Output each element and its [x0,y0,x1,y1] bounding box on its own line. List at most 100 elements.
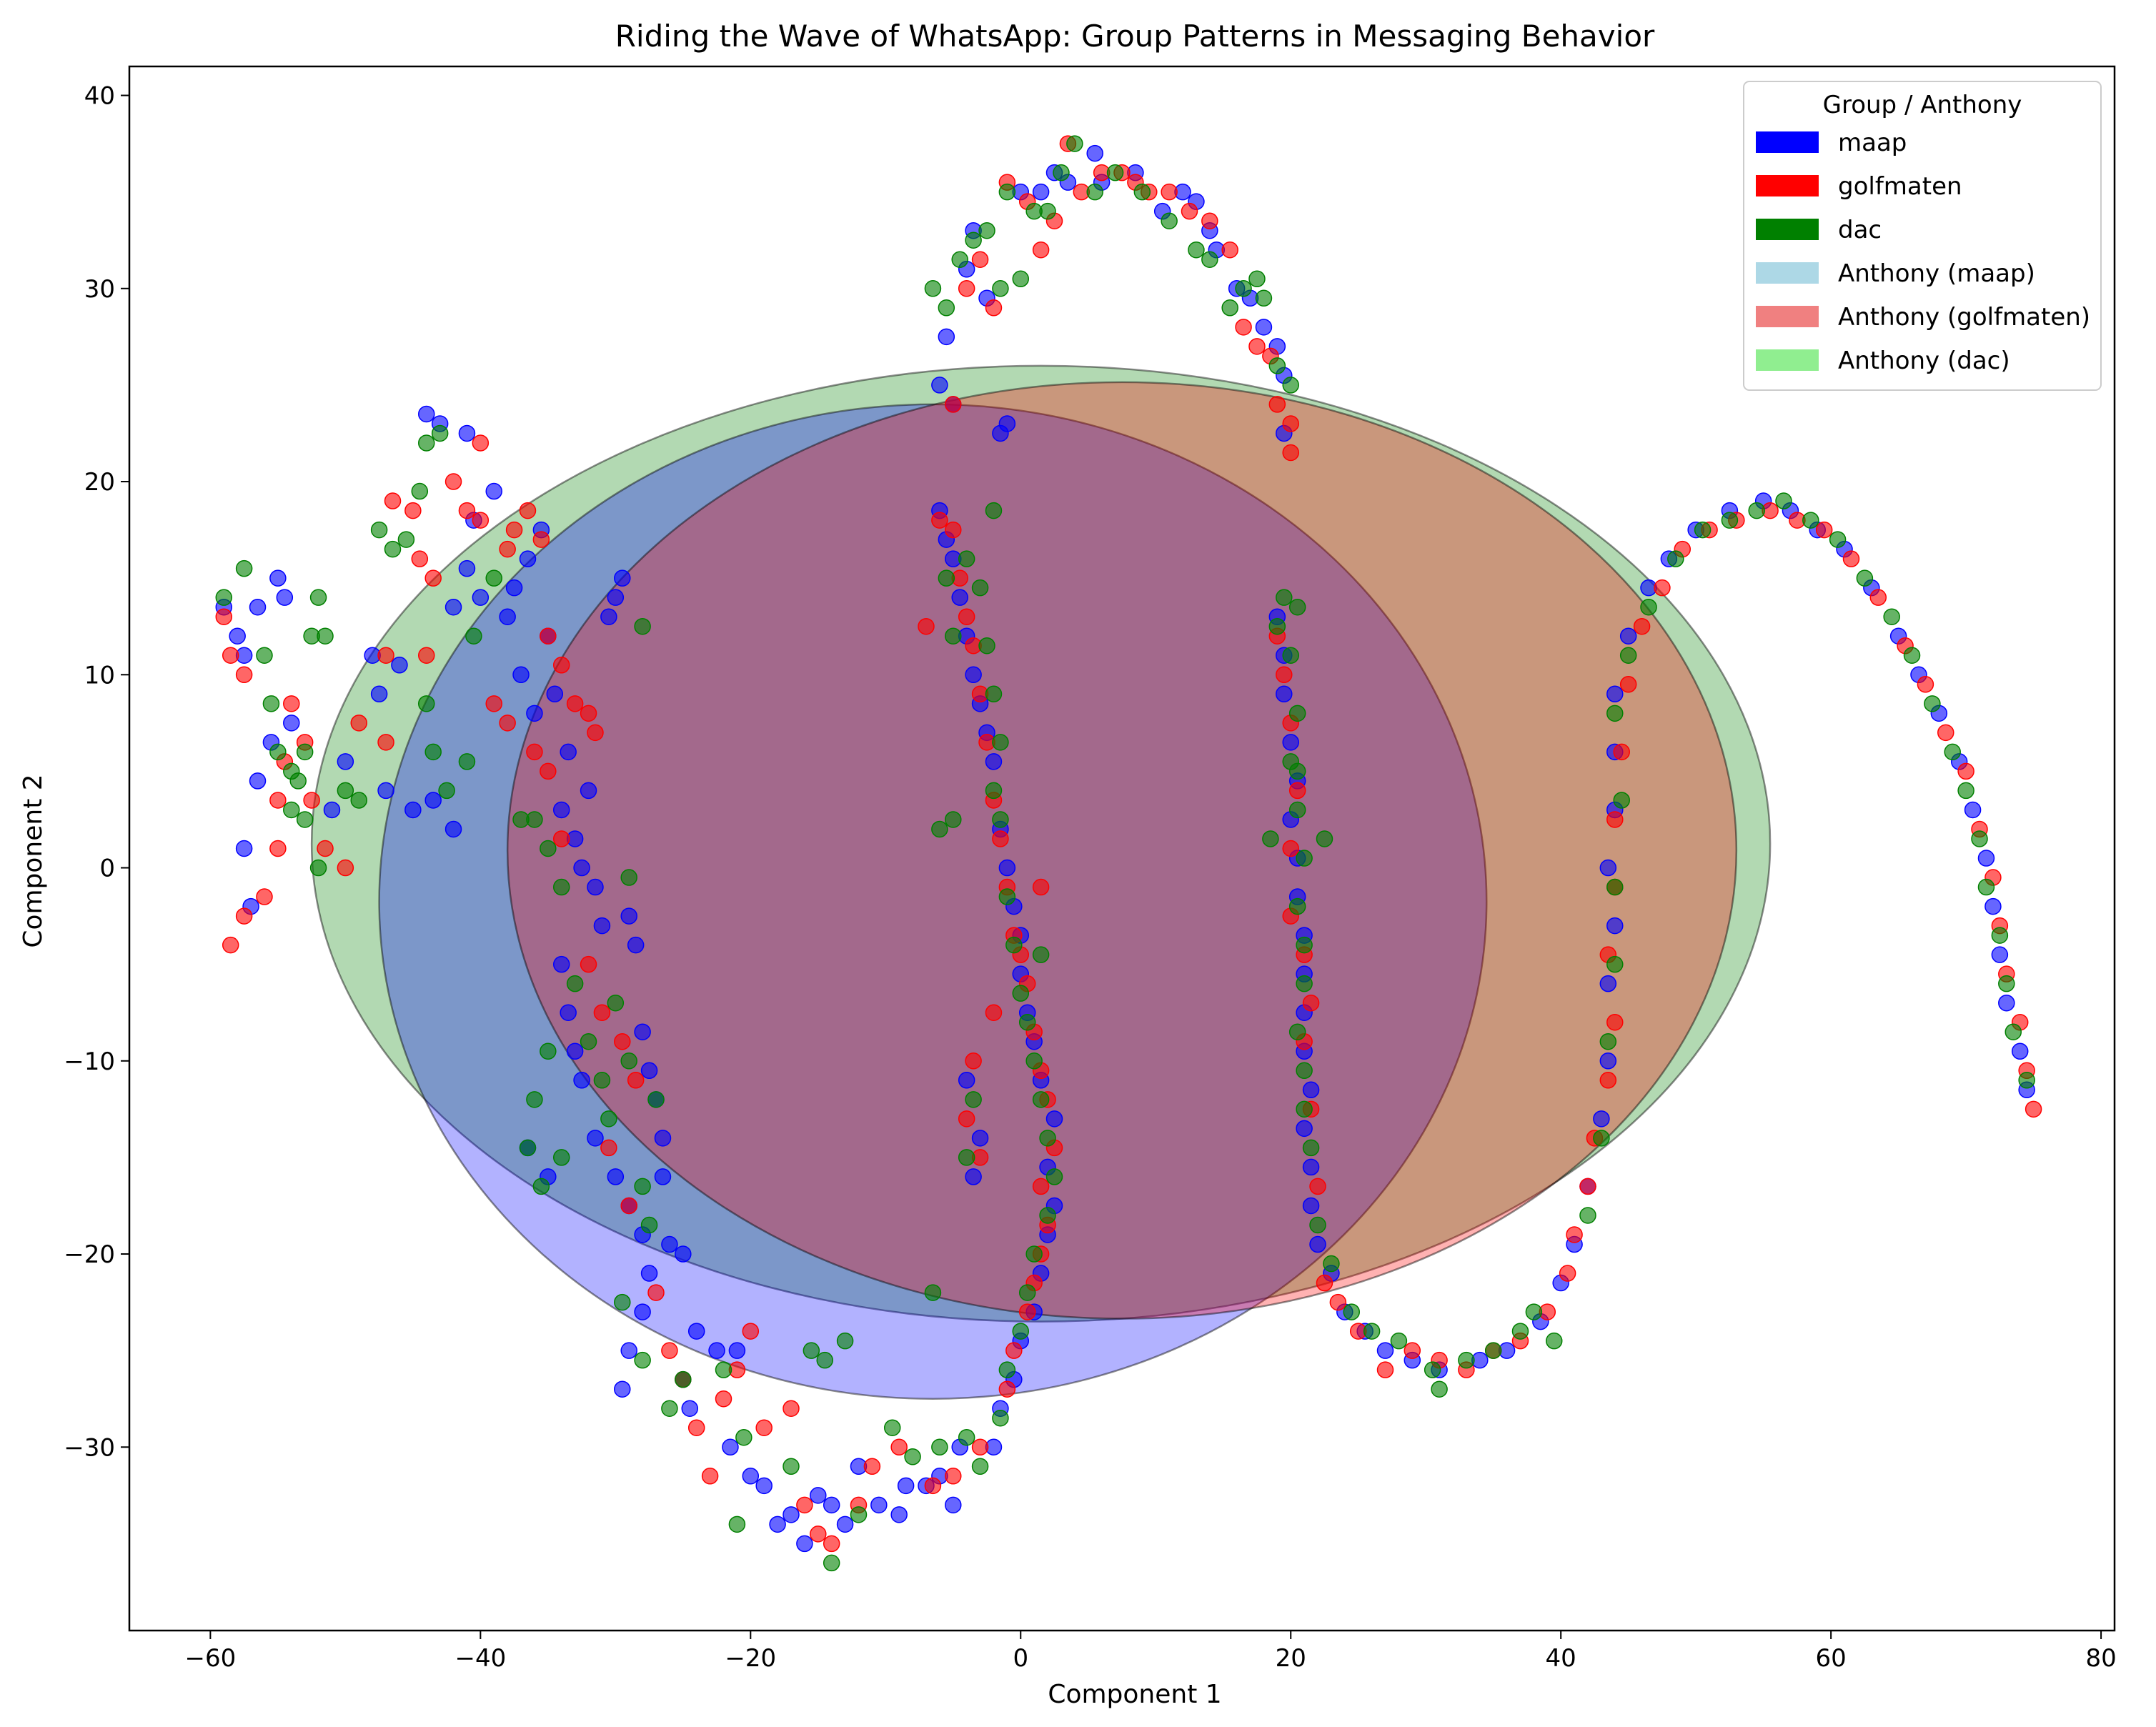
point-dac [1971,830,1988,847]
point-maap [1599,975,1617,992]
legend-items: maap golfmaten dac Anthony (maap) Anthony (g… [1756,129,2090,375]
point-maap [1276,685,1293,703]
point-dac [1288,598,1306,616]
point-golfmaten [742,1323,760,1340]
point-maap [931,377,948,394]
point-maap [965,1168,982,1185]
point-golfmaten [992,830,1009,847]
point-golfmaten [1268,396,1286,413]
point-maap [620,907,637,925]
point-maap [1991,946,2009,963]
point-golfmaten [1654,579,1671,597]
point-maap [620,1342,637,1359]
point-maap [998,415,1016,432]
point-dac [1296,936,1313,954]
point-dac [1424,1361,1441,1378]
point-maap [235,840,253,857]
point-maap [249,598,267,616]
point-maap [1977,850,1995,867]
y-tick-label: 10 [84,661,115,690]
point-golfmaten [580,705,597,722]
point-dac [1856,569,1874,587]
point-dac [1613,792,1630,809]
point-dac [1288,705,1306,722]
point-golfmaten [1937,724,1954,742]
y-tick-label: 40 [84,82,115,111]
point-dac [958,1149,975,1166]
legend: Group / Anthony maap golfmaten dac Anthony … [1743,81,2102,391]
point-golfmaten [222,936,239,954]
point-dac [1545,1332,1563,1350]
point-golfmaten [1248,338,1266,355]
point-golfmaten [1282,444,1299,462]
point-maap [687,1323,705,1340]
point-maap [323,801,341,819]
point-maap [580,782,597,800]
point-maap [472,589,490,606]
point-golfmaten [627,1072,645,1089]
point-dac [397,531,415,548]
point-maap [249,772,267,790]
point-maap [634,1023,651,1040]
point-golfmaten [687,1419,705,1436]
point-dac [614,1293,631,1311]
point-maap [755,1477,773,1495]
point-maap [614,1380,631,1398]
point-dac [816,1351,833,1369]
point-dac [958,550,975,567]
point-dac [904,1448,921,1465]
point-golfmaten [1309,1178,1326,1195]
point-dac [1323,1255,1340,1273]
point-dac [971,1458,989,1475]
chart-title: Riding the Wave of WhatsApp: Group Patte… [615,19,1655,54]
point-maap [958,1072,975,1089]
point-dac [1775,492,1792,509]
x-tick-label: −60 [185,1644,237,1673]
point-dac [1829,531,1847,548]
point-golfmaten [1329,1293,1347,1311]
point-golfmaten [890,1438,908,1456]
y-tick-label: 20 [84,468,115,497]
point-golfmaten [377,734,394,751]
point-golfmaten [945,1468,962,1485]
point-dac [1606,878,1624,896]
point-dac [235,559,253,577]
point-dac [540,1042,557,1060]
point-dac [634,1351,651,1369]
point-maap [552,955,570,973]
ellipse-golfmaten [506,381,1738,1320]
x-tick-label: −40 [454,1644,506,1673]
point-golfmaten [1815,521,1833,539]
point-dac [992,1409,1009,1427]
point-golfmaten [418,647,435,665]
point-dac [296,811,314,828]
point-maap [552,801,570,819]
point-maap [526,705,543,722]
point-golfmaten [1221,241,1238,259]
point-dac [1282,377,1299,394]
point-dac [540,840,557,857]
point-golfmaten [540,627,557,644]
point-dac [1316,830,1333,847]
point-maap [505,579,523,597]
point-dac [262,695,280,712]
point-dac [580,1032,597,1050]
point-dac [620,1052,637,1070]
point-dac [675,1370,692,1388]
point-golfmaten [965,1052,982,1070]
point-golfmaten [377,647,394,665]
point-dac [965,1091,982,1108]
point-maap [1032,183,1050,201]
point-maap [897,1477,915,1495]
point-dac [931,820,948,838]
point-maap [1302,1197,1320,1215]
point-maap [627,936,645,954]
point-dac [1694,521,1712,539]
point-dac [803,1342,820,1359]
point-dac [309,589,327,606]
point-dac [1511,1323,1529,1340]
point-golfmaten [1181,202,1198,220]
point-dac [370,521,388,539]
y-tick-label: 30 [84,275,115,304]
point-dac [1012,270,1030,288]
